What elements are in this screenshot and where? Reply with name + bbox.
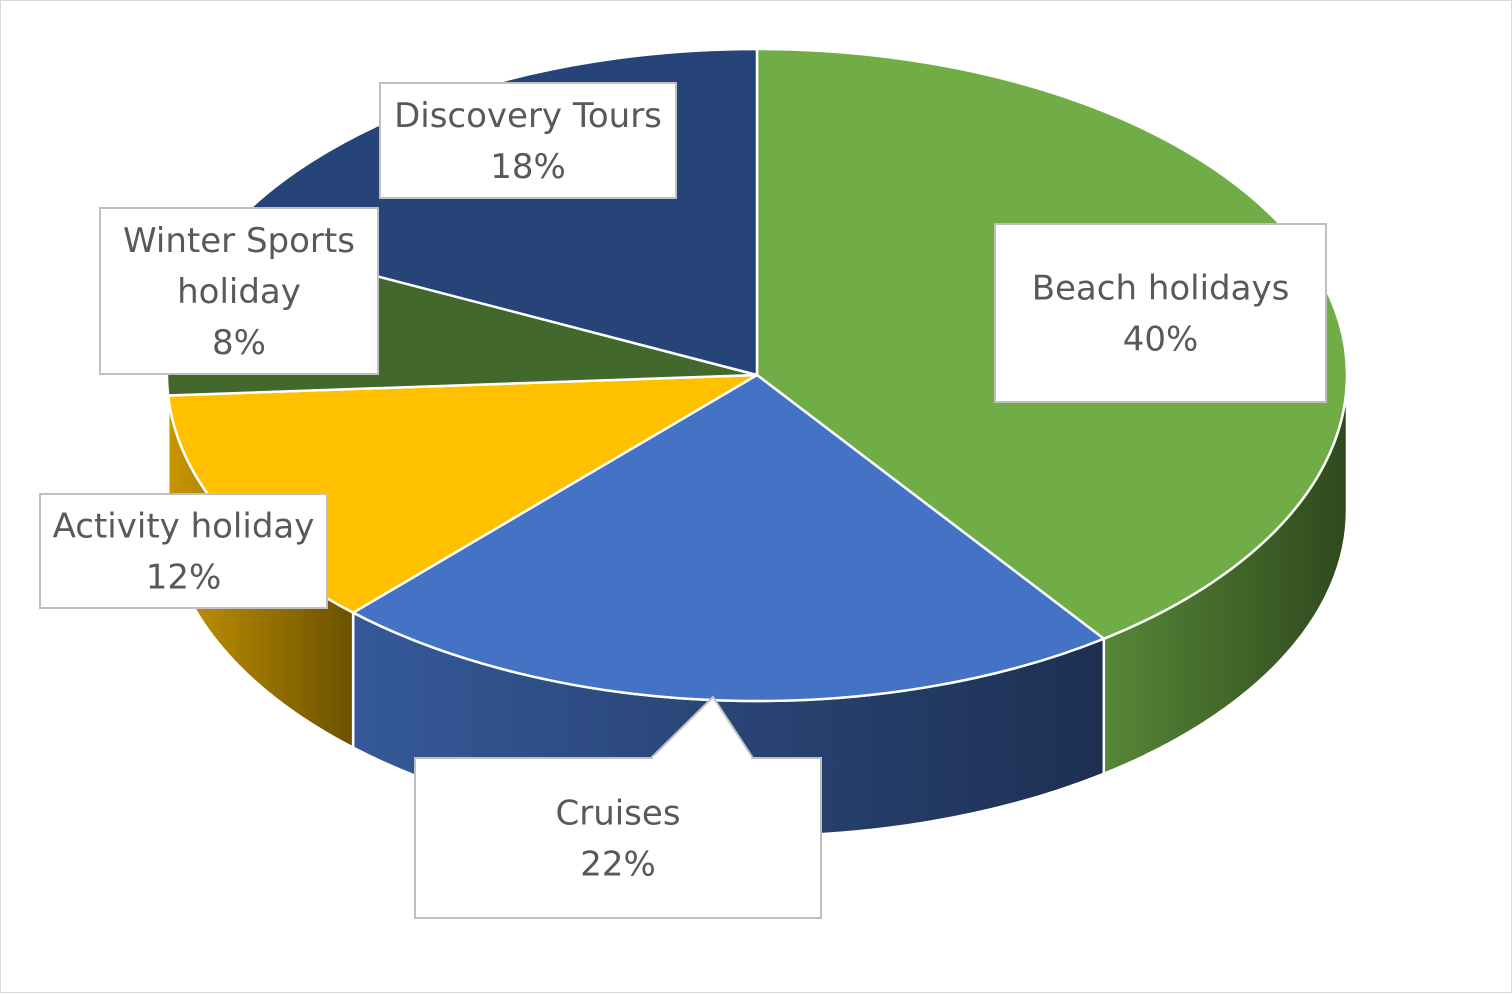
data-label-box	[414, 757, 822, 919]
data-label-box	[994, 223, 1327, 403]
data-label-pointer	[650, 695, 754, 759]
data-label-category: Discovery Tours	[394, 96, 662, 136]
data-label-category: Cruises	[555, 794, 680, 834]
data-label-category: Beach holidays	[1032, 269, 1290, 309]
data-label-category: holiday	[177, 272, 301, 312]
data-label-box	[99, 207, 379, 375]
data-label-category: Winter Sports	[123, 221, 355, 261]
data-label-value: 18%	[490, 147, 566, 187]
data-label-activity-holiday: Activity holiday 12%	[39, 493, 328, 609]
data-label-beach-holidays: Beach holidays 40%	[994, 223, 1327, 403]
data-label-winter-sports-holiday: Winter Sports holiday 8%	[99, 207, 379, 375]
data-label-category: Activity holiday	[53, 507, 315, 547]
data-label-box	[379, 82, 677, 199]
data-labels: Beach holidays 40% Cruises 22% Activity holi…	[39, 82, 1327, 919]
data-label-cruises: Cruises 22%	[414, 695, 822, 919]
pie-slice-cruises[interactable]	[350, 373, 1107, 703]
data-label-box	[39, 493, 328, 609]
data-label-discovery-tours: Discovery Tours 18%	[379, 82, 677, 199]
data-label-value: 8%	[212, 323, 266, 363]
data-label-value: 12%	[146, 558, 222, 598]
data-label-value: 22%	[580, 845, 656, 885]
data-label-value: 40%	[1123, 320, 1199, 360]
